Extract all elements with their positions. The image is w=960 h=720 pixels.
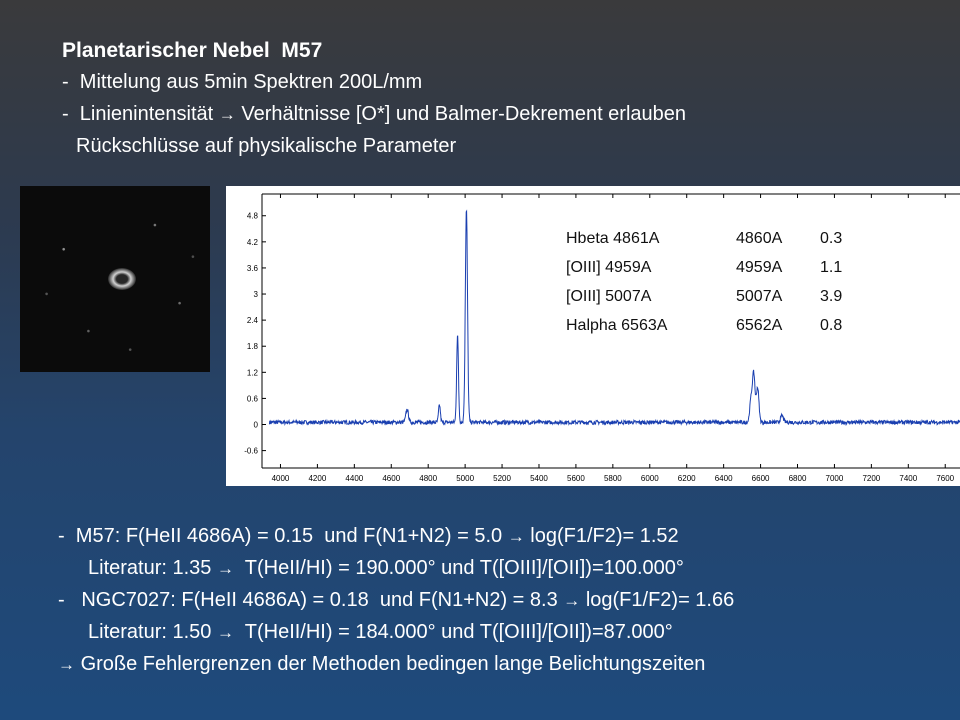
x-tick-label: 5400	[530, 474, 548, 483]
line-table-row: Hbeta 4861A 4860A 0.3	[566, 224, 860, 253]
x-tick-labels: 4000 4200 4400 4600 4800 5000 5200 5400 5600 5800…	[272, 194, 955, 483]
ring-nebula-image	[108, 268, 136, 290]
nebula-photo	[20, 186, 210, 372]
line-intensity-table: Hbeta 4861A 4860A 0.3 [OIII] 4959A 4959A 1.1[…	[566, 224, 860, 340]
spectrum-svg: -0.6 0 0.6 1.2 1.8 2.4 3 3.6 4.2 4.8 4000 4200 4400…	[244, 193, 960, 483]
x-tick-label: 7200	[862, 474, 880, 483]
y-tick-label: -0.6	[244, 447, 258, 456]
x-tick-label: 6000	[641, 474, 659, 483]
line-table-row: [OIII] 4959A 4959A 1.1	[566, 253, 860, 282]
arrow-icon: →	[58, 655, 75, 674]
measured-wavelength: 6562A	[736, 317, 783, 334]
x-tick-label: 4000	[272, 474, 290, 483]
x-tick-label: 6400	[715, 474, 733, 483]
arrow-icon: →	[507, 527, 525, 546]
literature-m57-pre: Literatur: 1.35	[88, 557, 212, 579]
measured-wavelength: 4860A	[736, 230, 783, 247]
x-tick-label: 5600	[567, 474, 585, 483]
y-tick-label: 1.8	[247, 342, 259, 351]
x-tick-label: 5800	[604, 474, 622, 483]
intensity: 0.8	[820, 317, 843, 334]
y-tick-label: 3	[254, 290, 259, 299]
bullet-dash: -	[62, 103, 69, 125]
measured-wavelength: 5007A	[736, 288, 783, 305]
y-tick-label: 0	[254, 421, 259, 430]
y-tick-label: 1.2	[247, 368, 259, 377]
x-tick-label: 7000	[826, 474, 844, 483]
literature-m57-post: T(HeII/HI) = 190.000° und T([OIII]/[OII]…	[244, 557, 684, 579]
header-line-2-pre: Linienintensität	[79, 103, 214, 125]
result-ngc7027-pre: NGC7027: F(HeII 4686A) = 0.18 und F(N1+N…	[81, 589, 558, 611]
x-tick-label: 6800	[789, 474, 807, 483]
intensity: 3.9	[820, 288, 843, 305]
y-tick-label: 2.4	[247, 316, 259, 325]
result-m57-pre: M57: F(HeII 4686A) = 0.15 und F(N1+N2) =…	[75, 525, 503, 547]
conclusion-text: Große Fehlergrenzen der Methoden bedinge…	[80, 653, 706, 675]
bullet-dash: -	[58, 589, 65, 611]
y-tick-label: 3.6	[247, 264, 259, 273]
header-line-3: Rückschlüsse auf physikalische Parameter	[76, 135, 457, 157]
result-ngc7027: - NGC7027: F(HeII 4686A) = 0.18 und F(N1…	[58, 584, 948, 616]
results-section: - M57: F(HeII 4686A) = 0.15 und F(N1+N2)…	[58, 520, 948, 680]
literature-m57: Literatur: 1.35 → T(HeII/HI) = 190.000° …	[58, 552, 948, 584]
header-line-2: - Linienintensität → Verhältnisse [O*] u…	[62, 98, 942, 130]
x-tick-label: 7400	[899, 474, 917, 483]
result-m57-post: log(F1/F2)= 1.52	[530, 525, 679, 547]
literature-ngc7027-pre: Literatur: 1.50	[88, 621, 212, 643]
literature-ngc7027-post: T(HeII/HI) = 184.000° und T([OIII]/[OII]…	[244, 621, 673, 643]
y-tick-label: 4.8	[247, 212, 259, 221]
spectrum-chart: -0.6 0 0.6 1.2 1.8 2.4 3 3.6 4.2 4.8 4000 4200 4400…	[226, 186, 960, 486]
x-tick-label: 6200	[678, 474, 696, 483]
header-line-1-text: Mittelung aus 5min Spektren 200L/mm	[79, 71, 423, 93]
x-tick-label: 5200	[493, 474, 511, 483]
arrow-icon: →	[563, 591, 581, 610]
line-table-row: Halpha 6563A 6562A 0.8	[566, 311, 860, 340]
line-name: [OIII] 5007A	[566, 288, 652, 305]
header: Planetarischer Nebel M57 - Mittelung aus…	[62, 36, 942, 162]
header-line-2-post: Verhältnisse [O*] und Balmer-Dekrement e…	[241, 103, 687, 125]
result-ngc7027-post: log(F1/F2)= 1.66	[585, 589, 735, 611]
x-tick-label: 7600	[936, 474, 954, 483]
bullet-dash: -	[62, 71, 69, 93]
x-tick-label: 4800	[419, 474, 437, 483]
arrow-icon: →	[216, 623, 234, 642]
y-tick-labels: -0.6 0 0.6 1.2 1.8 2.4 3 3.6 4.2 4.8	[244, 212, 266, 456]
y-tick-label: 4.2	[247, 238, 259, 247]
intensity: 1.1	[820, 259, 843, 276]
x-tick-label: 5000	[456, 474, 474, 483]
page-title: Planetarischer Nebel M57	[62, 39, 323, 62]
spectrum-line	[268, 209, 960, 427]
bullet-dash: -	[58, 525, 65, 547]
arrow-icon: →	[218, 105, 236, 124]
y-tick-label: 0.6	[247, 394, 259, 403]
conclusion: → Große Fehlergrenzen der Methoden bedin…	[58, 648, 948, 680]
arrow-icon: →	[216, 559, 234, 578]
header-line-1: - Mittelung aus 5min Spektren 200L/mm	[62, 66, 942, 98]
result-m57: - M57: F(HeII 4686A) = 0.15 und F(N1+N2)…	[58, 520, 948, 552]
line-table-row: [OIII] 5007A 5007A 3.9	[566, 282, 860, 311]
line-name: Halpha 6563A	[566, 317, 668, 334]
intensity: 0.3	[820, 230, 843, 247]
literature-ngc7027: Literatur: 1.50 → T(HeII/HI) = 184.000° …	[58, 616, 948, 648]
line-name: Hbeta 4861A	[566, 230, 660, 247]
x-tick-label: 4200	[308, 474, 326, 483]
line-name: [OIII] 4959A	[566, 259, 652, 276]
x-tick-label: 4400	[345, 474, 363, 483]
x-tick-label: 4600	[382, 474, 400, 483]
measured-wavelength: 4959A	[736, 259, 783, 276]
x-tick-label: 6600	[752, 474, 770, 483]
chart-axes	[261, 193, 960, 469]
